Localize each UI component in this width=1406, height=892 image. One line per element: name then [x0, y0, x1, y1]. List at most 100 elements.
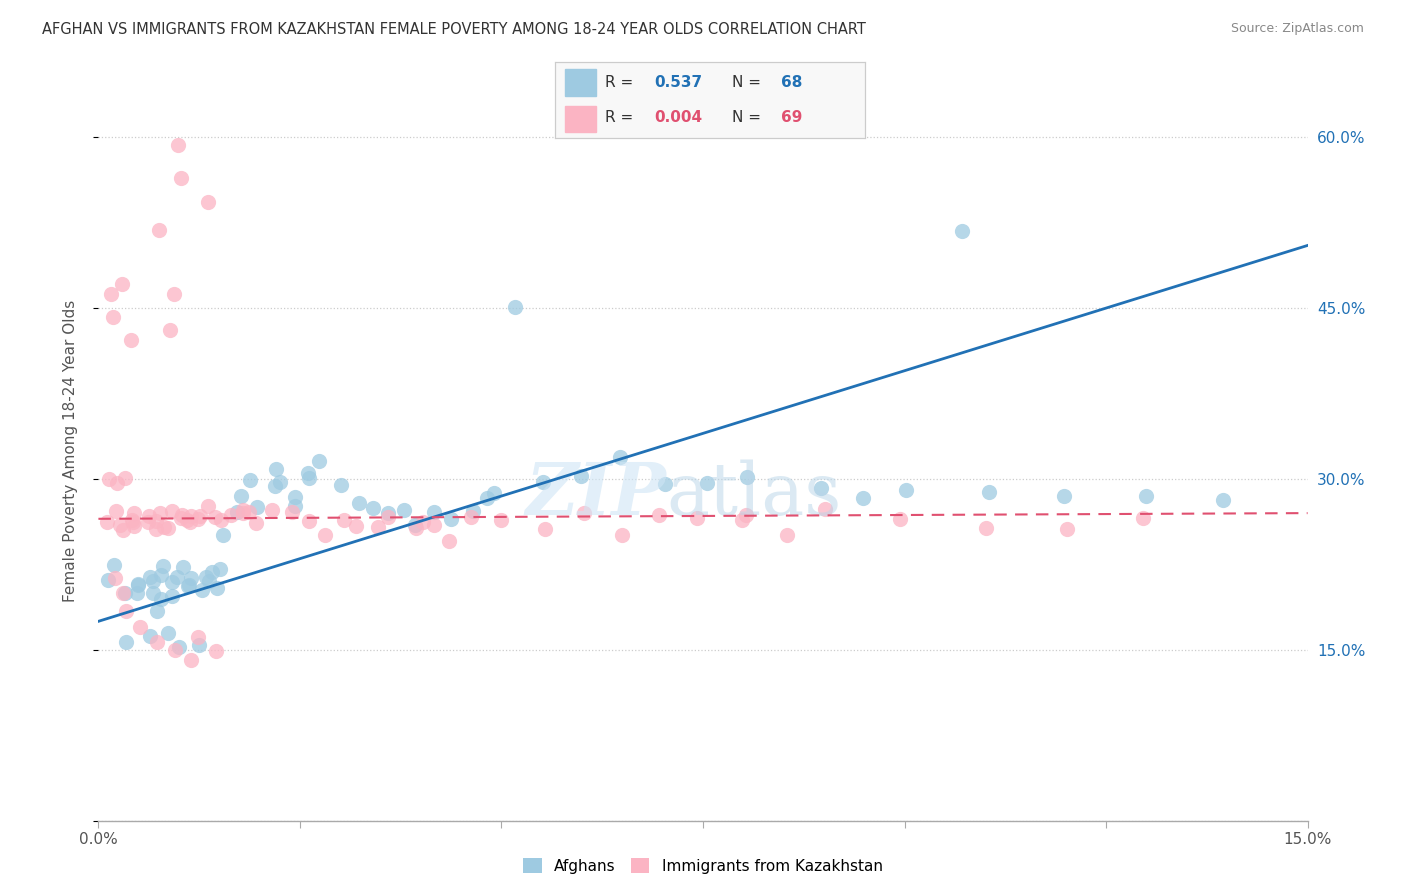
- Point: [129, 619, 152, 633]
- Point: [533, 522, 555, 536]
- Point: [139, 629, 162, 643]
- Point: [157, 626, 180, 640]
- Point: [308, 454, 330, 468]
- Point: [177, 579, 200, 593]
- Point: [148, 223, 170, 237]
- Point: [280, 504, 302, 518]
- Point: [952, 224, 974, 238]
- Point: [298, 471, 321, 485]
- Point: [153, 519, 176, 533]
- Point: [188, 638, 211, 652]
- Point: [122, 519, 145, 533]
- Point: [977, 485, 1000, 500]
- Point: [412, 515, 434, 529]
- Point: [204, 644, 226, 658]
- Point: [610, 528, 633, 542]
- Point: [138, 508, 160, 523]
- Text: N =: N =: [731, 111, 765, 125]
- Point: [204, 510, 226, 524]
- Point: [97, 473, 120, 487]
- Point: [460, 509, 482, 524]
- Text: 0.537: 0.537: [654, 76, 703, 90]
- Point: [232, 502, 254, 516]
- Point: [103, 558, 125, 572]
- Point: [160, 589, 183, 603]
- Point: [176, 513, 198, 527]
- Point: [894, 483, 917, 497]
- Point: [437, 534, 460, 549]
- Point: [157, 521, 180, 535]
- Point: [136, 515, 159, 529]
- Point: [475, 491, 498, 505]
- Text: 0.004: 0.004: [654, 111, 703, 125]
- Point: [187, 512, 209, 526]
- Point: [297, 466, 319, 480]
- Point: [1211, 492, 1233, 507]
- Point: [1056, 522, 1078, 536]
- Text: AFGHAN VS IMMIGRANTS FROM KAZAKHSTAN FEMALE POVERTY AMONG 18-24 YEAR OLDS CORREL: AFGHAN VS IMMIGRANTS FROM KAZAKHSTAN FEM…: [42, 22, 866, 37]
- Point: [361, 500, 384, 515]
- Point: [489, 513, 512, 527]
- Text: R =: R =: [605, 76, 638, 90]
- Point: [503, 300, 526, 314]
- Y-axis label: Female Poverty Among 18-24 Year Olds: Female Poverty Among 18-24 Year Olds: [63, 300, 77, 601]
- Point: [572, 506, 595, 520]
- Point: [654, 476, 676, 491]
- Point: [122, 506, 145, 520]
- Point: [264, 479, 287, 493]
- Point: [121, 513, 143, 527]
- Point: [262, 503, 284, 517]
- Point: [162, 286, 184, 301]
- Point: [152, 559, 174, 574]
- Point: [115, 635, 138, 649]
- Point: [180, 508, 202, 523]
- Point: [146, 604, 169, 618]
- Point: [531, 475, 554, 489]
- Point: [1132, 511, 1154, 525]
- Point: [264, 461, 287, 475]
- Point: [112, 523, 135, 537]
- Point: [209, 513, 232, 527]
- Point: [219, 508, 242, 522]
- Point: [889, 512, 911, 526]
- Point: [127, 577, 149, 591]
- Point: [127, 577, 149, 591]
- Point: [211, 528, 233, 542]
- Point: [111, 585, 134, 599]
- Point: [231, 506, 253, 520]
- Text: atlas: atlas: [666, 459, 842, 530]
- Point: [776, 528, 799, 542]
- Point: [145, 514, 167, 528]
- Point: [187, 630, 209, 644]
- Point: [314, 528, 336, 542]
- Point: [229, 489, 252, 503]
- Point: [349, 495, 371, 509]
- Point: [108, 518, 131, 533]
- Point: [101, 310, 124, 324]
- Text: R =: R =: [605, 111, 638, 125]
- Point: [139, 570, 162, 584]
- Point: [149, 506, 172, 520]
- Point: [150, 592, 173, 607]
- Point: [125, 586, 148, 600]
- Point: [115, 604, 138, 618]
- Point: [463, 504, 485, 518]
- Point: [179, 515, 201, 529]
- Point: [166, 570, 188, 584]
- Point: [167, 138, 190, 153]
- Point: [974, 521, 997, 535]
- Point: [180, 570, 202, 584]
- Point: [150, 567, 173, 582]
- Point: [160, 504, 183, 518]
- Point: [198, 574, 221, 588]
- Point: [97, 573, 120, 587]
- Point: [735, 508, 758, 523]
- Point: [188, 508, 211, 523]
- Text: ZIP: ZIP: [526, 459, 666, 531]
- Point: [1135, 489, 1157, 503]
- Legend: Afghans, Immigrants from Kazakhstan: Afghans, Immigrants from Kazakhstan: [517, 852, 889, 880]
- Point: [160, 575, 183, 590]
- Point: [167, 640, 190, 654]
- Point: [146, 635, 169, 649]
- Point: [238, 505, 260, 519]
